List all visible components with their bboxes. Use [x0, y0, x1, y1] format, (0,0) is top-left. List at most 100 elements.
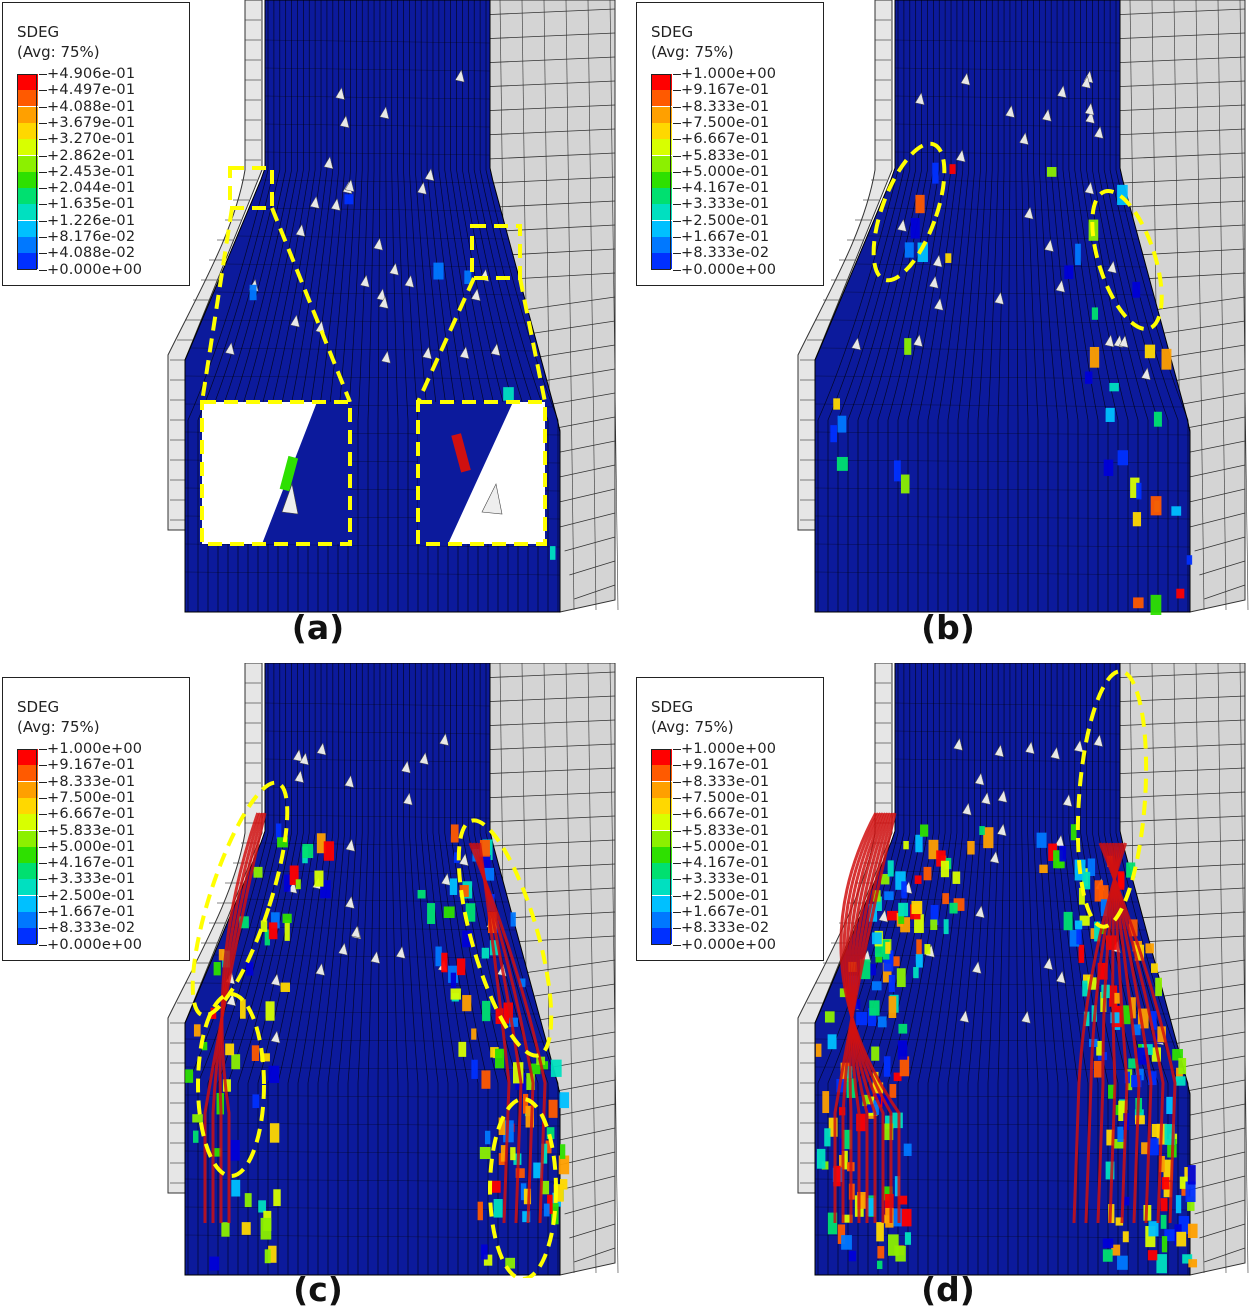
legend-tick: [673, 912, 681, 913]
legend-tick: [673, 944, 681, 946]
legend-swatch: [17, 122, 38, 139]
legend-value: +7.500e-01: [47, 789, 136, 806]
color-legend: SDEG (Avg: 75%) +1.000e+00 +9.167e-01 +8.333…: [636, 2, 824, 286]
legend-value: +5.000e-01: [681, 838, 770, 855]
sdeg-contour-plot: [167, 663, 619, 1278]
legend-value: +3.270e-01: [47, 131, 136, 148]
legend-tick: [673, 139, 681, 141]
highlight-markers: [1075, 669, 1149, 929]
legend-swatch: [17, 171, 38, 188]
sdeg-contour-plot: [167, 0, 619, 613]
legend-value: +4.497e-01: [47, 82, 136, 99]
legend-tick: [673, 171, 681, 173]
damage-contours: [249, 194, 556, 560]
legend-swatch: [651, 139, 672, 156]
legend-tick: [673, 269, 681, 271]
legend-tick: [673, 749, 681, 750]
legend-value: +4.088e-02: [47, 245, 136, 262]
color-legend: SDEG (Avg: 75%) +1.000e+00 +9.167e-01 +8.333…: [636, 677, 824, 961]
legend-swatch: [651, 879, 672, 896]
legend-tick: [39, 912, 47, 913]
legend-tick: [673, 155, 681, 157]
highlight-ellipse-lower-right: [488, 1097, 558, 1278]
legend-swatch: [17, 90, 38, 107]
legend-value: +1.000e+00: [681, 66, 777, 82]
legend-tick: [39, 797, 47, 799]
legend-tick: [673, 74, 681, 75]
legend-swatch: [651, 155, 672, 172]
legend-tick: [39, 846, 47, 848]
legend-colorbar-outline: [651, 74, 671, 270]
legend-value: +1.000e+00: [47, 741, 143, 757]
legend-tick: [673, 928, 681, 930]
legend-swatch: [651, 171, 672, 188]
inset-right: [416, 400, 547, 546]
highlight-ellipse-left: [871, 141, 947, 283]
legend-swatch: [651, 781, 672, 798]
legend-averaging: (Avg: 75%): [651, 43, 734, 61]
color-legend: SDEG (Avg: 75%) +1.000e+00 +9.167e-01 +8.333…: [2, 677, 190, 961]
legend-tick: [39, 90, 47, 92]
legend-value: +6.667e-01: [681, 131, 770, 148]
panel-a: SDEG (Avg: 75%) +4.906e-01 +4.497e-01 +4.088…: [0, 0, 630, 663]
legend-value: +5.000e-01: [681, 163, 770, 180]
legend-value: +8.333e-01: [681, 98, 770, 115]
legend-averaging: (Avg: 75%): [17, 718, 100, 736]
legend-value: +1.635e-01: [47, 196, 136, 213]
legend-tick: [39, 814, 47, 816]
legend-swatch: [17, 814, 38, 831]
legend-tick: [673, 814, 681, 816]
legend-tick: [673, 797, 681, 799]
legend-averaging: (Avg: 75%): [651, 718, 734, 736]
legend-tick: [39, 253, 47, 255]
legend-tick: [39, 139, 47, 141]
legend-swatch: [651, 765, 672, 782]
legend-tick: [673, 106, 681, 108]
legend-tick: [673, 122, 681, 124]
legend-value: +5.833e-01: [681, 147, 770, 164]
legend-tick: [39, 749, 47, 750]
legend-tick: [39, 122, 47, 124]
legend-value: +2.500e-01: [681, 887, 770, 904]
legend-value: +4.088e-01: [47, 98, 136, 115]
legend-swatch: [651, 253, 672, 270]
legend-value: +2.044e-01: [47, 180, 136, 197]
legend-tick: [39, 863, 47, 865]
legend-tick: [39, 879, 47, 881]
panel-caption: (c): [293, 1270, 343, 1309]
sdeg-contour-plot: [797, 663, 1249, 1276]
damage-contours: [185, 812, 570, 1271]
legend-value: +1.000e+00: [681, 741, 777, 757]
legend-value: +1.667e-01: [681, 229, 770, 245]
legend-swatch: [17, 879, 38, 896]
legend-value: +0.000e+00: [681, 261, 777, 278]
legend-swatch: [651, 204, 672, 221]
legend-value: +5.000e-01: [47, 838, 136, 855]
highlight-markers: [871, 141, 1164, 332]
legend-value: +7.500e-01: [681, 789, 770, 806]
legend-swatch: [17, 765, 38, 782]
legend-variable: SDEG: [17, 23, 60, 41]
legend-tick: [673, 846, 681, 848]
legend-value: +9.167e-01: [47, 757, 136, 774]
legend-swatch: [17, 797, 38, 814]
legend-value: +5.833e-01: [47, 822, 136, 839]
legend-averaging: (Avg: 75%): [17, 43, 100, 61]
legend-tick: [39, 155, 47, 157]
legend-tick: [673, 830, 681, 832]
legend-swatch: [17, 74, 38, 90]
panel-b: SDEG (Avg: 75%) +1.000e+00 +9.167e-01 +8.333…: [630, 0, 1260, 663]
crack-gaps: [851, 70, 1151, 381]
legend-swatch: [17, 253, 38, 270]
legend-swatch: [17, 204, 38, 221]
legend-swatch: [651, 912, 672, 928]
legend-swatch: [17, 106, 38, 123]
inset-left: [200, 400, 352, 546]
legend-tick: [39, 74, 47, 75]
legend-tick: [39, 269, 47, 271]
fiber-bars: [184, 663, 561, 1276]
legend-swatch: [17, 895, 38, 912]
panel-caption: (a): [291, 608, 345, 647]
legend-swatch: [651, 220, 672, 237]
legend-value: +1.667e-01: [47, 904, 136, 920]
